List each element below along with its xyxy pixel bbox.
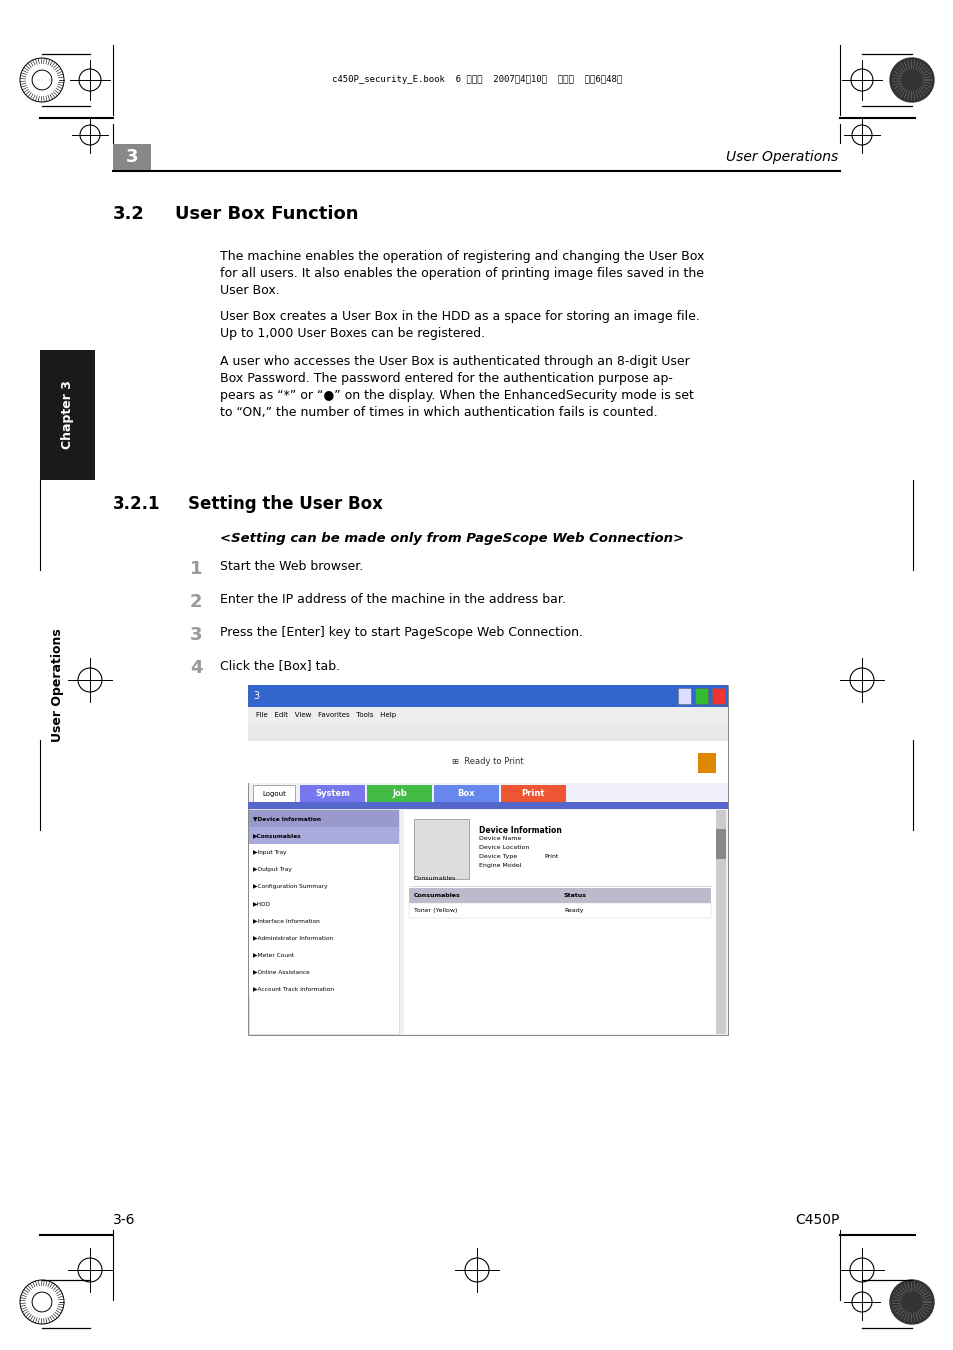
FancyBboxPatch shape bbox=[716, 829, 725, 859]
Text: 4: 4 bbox=[190, 659, 202, 676]
FancyBboxPatch shape bbox=[403, 810, 716, 1034]
Text: ⊞  Ready to Print: ⊞ Ready to Print bbox=[452, 757, 523, 767]
FancyBboxPatch shape bbox=[299, 784, 365, 803]
Circle shape bbox=[889, 58, 933, 103]
Text: ▶Interface Information: ▶Interface Information bbox=[253, 918, 319, 923]
FancyBboxPatch shape bbox=[248, 741, 727, 783]
Text: ▶Online Assistance: ▶Online Assistance bbox=[253, 969, 310, 973]
Text: Toner (Yellow): Toner (Yellow) bbox=[414, 909, 456, 913]
Text: Device Information: Device Information bbox=[478, 826, 561, 836]
Text: File   Edit   View   Favorites   Tools   Help: File Edit View Favorites Tools Help bbox=[255, 711, 395, 718]
Text: Box Password. The password entered for the authentication purpose ap-: Box Password. The password entered for t… bbox=[220, 373, 672, 385]
Text: User Operations: User Operations bbox=[51, 628, 64, 742]
Text: ▶Configuration Summary: ▶Configuration Summary bbox=[253, 884, 327, 890]
Text: ▶Output Tray: ▶Output Tray bbox=[253, 867, 292, 872]
Text: ▶Input Tray: ▶Input Tray bbox=[253, 850, 286, 855]
Text: c450P_security_E.book  6 ページ  2007年4月10日  火曜日  午後6晉48分: c450P_security_E.book 6 ページ 2007年4月10日 火… bbox=[332, 76, 621, 85]
Text: A user who accesses the User Box is authenticated through an 8-digit User: A user who accesses the User Box is auth… bbox=[220, 355, 689, 369]
Text: Start the Web browser.: Start the Web browser. bbox=[220, 560, 363, 572]
FancyBboxPatch shape bbox=[711, 688, 724, 703]
FancyBboxPatch shape bbox=[409, 888, 710, 903]
Text: Box: Box bbox=[457, 790, 475, 798]
Text: ▶Consumables: ▶Consumables bbox=[253, 833, 301, 838]
FancyBboxPatch shape bbox=[249, 913, 398, 929]
FancyBboxPatch shape bbox=[249, 861, 398, 878]
Text: Print: Print bbox=[521, 790, 545, 798]
FancyBboxPatch shape bbox=[248, 684, 727, 707]
FancyBboxPatch shape bbox=[249, 828, 398, 844]
FancyBboxPatch shape bbox=[248, 802, 727, 809]
FancyBboxPatch shape bbox=[112, 144, 151, 170]
Text: 3.2.1: 3.2.1 bbox=[112, 495, 160, 513]
Text: Device Location: Device Location bbox=[478, 845, 529, 850]
Text: 3: 3 bbox=[190, 626, 202, 644]
FancyBboxPatch shape bbox=[249, 946, 398, 963]
Text: 3.2: 3.2 bbox=[112, 205, 145, 223]
Text: User Box creates a User Box in the HDD as a space for storing an image file.: User Box creates a User Box in the HDD a… bbox=[220, 310, 700, 323]
Text: The machine enables the operation of registering and changing the User Box: The machine enables the operation of reg… bbox=[220, 250, 703, 263]
Text: Consumables: Consumables bbox=[414, 892, 460, 898]
FancyBboxPatch shape bbox=[249, 963, 398, 980]
Text: ▶Account Track Information: ▶Account Track Information bbox=[253, 986, 334, 991]
Text: 3-6: 3-6 bbox=[112, 1214, 135, 1227]
Text: C450P: C450P bbox=[795, 1214, 840, 1227]
Text: Up to 1,000 User Boxes can be registered.: Up to 1,000 User Boxes can be registered… bbox=[220, 327, 485, 340]
Text: Engine Model: Engine Model bbox=[478, 863, 521, 868]
FancyBboxPatch shape bbox=[434, 784, 498, 803]
Text: Setting the User Box: Setting the User Box bbox=[188, 495, 382, 513]
Text: Status: Status bbox=[563, 892, 586, 898]
Circle shape bbox=[889, 1280, 933, 1324]
FancyBboxPatch shape bbox=[248, 724, 727, 741]
Text: Device Type: Device Type bbox=[478, 855, 517, 859]
FancyBboxPatch shape bbox=[253, 784, 294, 803]
Text: ▶HDD: ▶HDD bbox=[253, 900, 271, 906]
Text: for all users. It also enables the operation of printing image files saved in th: for all users. It also enables the opera… bbox=[220, 267, 703, 279]
FancyBboxPatch shape bbox=[249, 929, 398, 946]
Text: <Setting can be made only from PageScope Web Connection>: <Setting can be made only from PageScope… bbox=[220, 532, 683, 545]
FancyBboxPatch shape bbox=[698, 753, 716, 774]
Text: Ready: Ready bbox=[563, 909, 583, 913]
FancyBboxPatch shape bbox=[249, 844, 398, 861]
FancyBboxPatch shape bbox=[248, 707, 727, 724]
Text: ▼Device Information: ▼Device Information bbox=[253, 815, 321, 821]
Text: 1: 1 bbox=[190, 560, 202, 578]
Text: Device Name: Device Name bbox=[478, 836, 520, 841]
Text: to “ON,” the number of times in which authentication fails is counted.: to “ON,” the number of times in which au… bbox=[220, 406, 657, 418]
FancyBboxPatch shape bbox=[367, 784, 432, 803]
Text: 🗗: 🗗 bbox=[719, 693, 723, 699]
FancyBboxPatch shape bbox=[716, 810, 725, 1034]
FancyBboxPatch shape bbox=[249, 878, 398, 895]
Text: User Operations: User Operations bbox=[725, 150, 837, 163]
Text: Job: Job bbox=[392, 790, 406, 798]
FancyBboxPatch shape bbox=[249, 810, 398, 828]
Text: Logout: Logout bbox=[262, 791, 286, 796]
Text: Print: Print bbox=[543, 855, 558, 859]
FancyBboxPatch shape bbox=[414, 819, 469, 879]
Text: Press the [Enter] key to start PageScope Web Connection.: Press the [Enter] key to start PageScope… bbox=[220, 626, 582, 639]
Text: pears as “*” or “●” on the display. When the EnhancedSecurity mode is set: pears as “*” or “●” on the display. When… bbox=[220, 389, 693, 402]
Text: Enter the IP address of the machine in the address bar.: Enter the IP address of the machine in t… bbox=[220, 593, 565, 606]
Text: ▶Administrator Information: ▶Administrator Information bbox=[253, 936, 333, 940]
Text: Consumables: Consumables bbox=[414, 876, 456, 882]
Text: System: System bbox=[314, 790, 350, 798]
FancyBboxPatch shape bbox=[409, 903, 710, 918]
FancyBboxPatch shape bbox=[249, 895, 398, 913]
Text: Click the [Box] tab.: Click the [Box] tab. bbox=[220, 659, 340, 672]
FancyBboxPatch shape bbox=[695, 688, 707, 703]
FancyBboxPatch shape bbox=[249, 809, 398, 1034]
Text: Chapter 3: Chapter 3 bbox=[61, 381, 74, 450]
FancyBboxPatch shape bbox=[249, 980, 398, 998]
Text: ▶Meter Count: ▶Meter Count bbox=[253, 952, 294, 957]
FancyBboxPatch shape bbox=[678, 688, 690, 703]
FancyBboxPatch shape bbox=[248, 684, 727, 1035]
FancyBboxPatch shape bbox=[40, 350, 95, 481]
Text: 3: 3 bbox=[253, 691, 259, 701]
Text: 3: 3 bbox=[126, 148, 138, 166]
FancyBboxPatch shape bbox=[500, 784, 565, 803]
Text: User Box Function: User Box Function bbox=[174, 205, 358, 223]
Text: 2: 2 bbox=[190, 593, 202, 612]
Text: User Box.: User Box. bbox=[220, 284, 279, 297]
